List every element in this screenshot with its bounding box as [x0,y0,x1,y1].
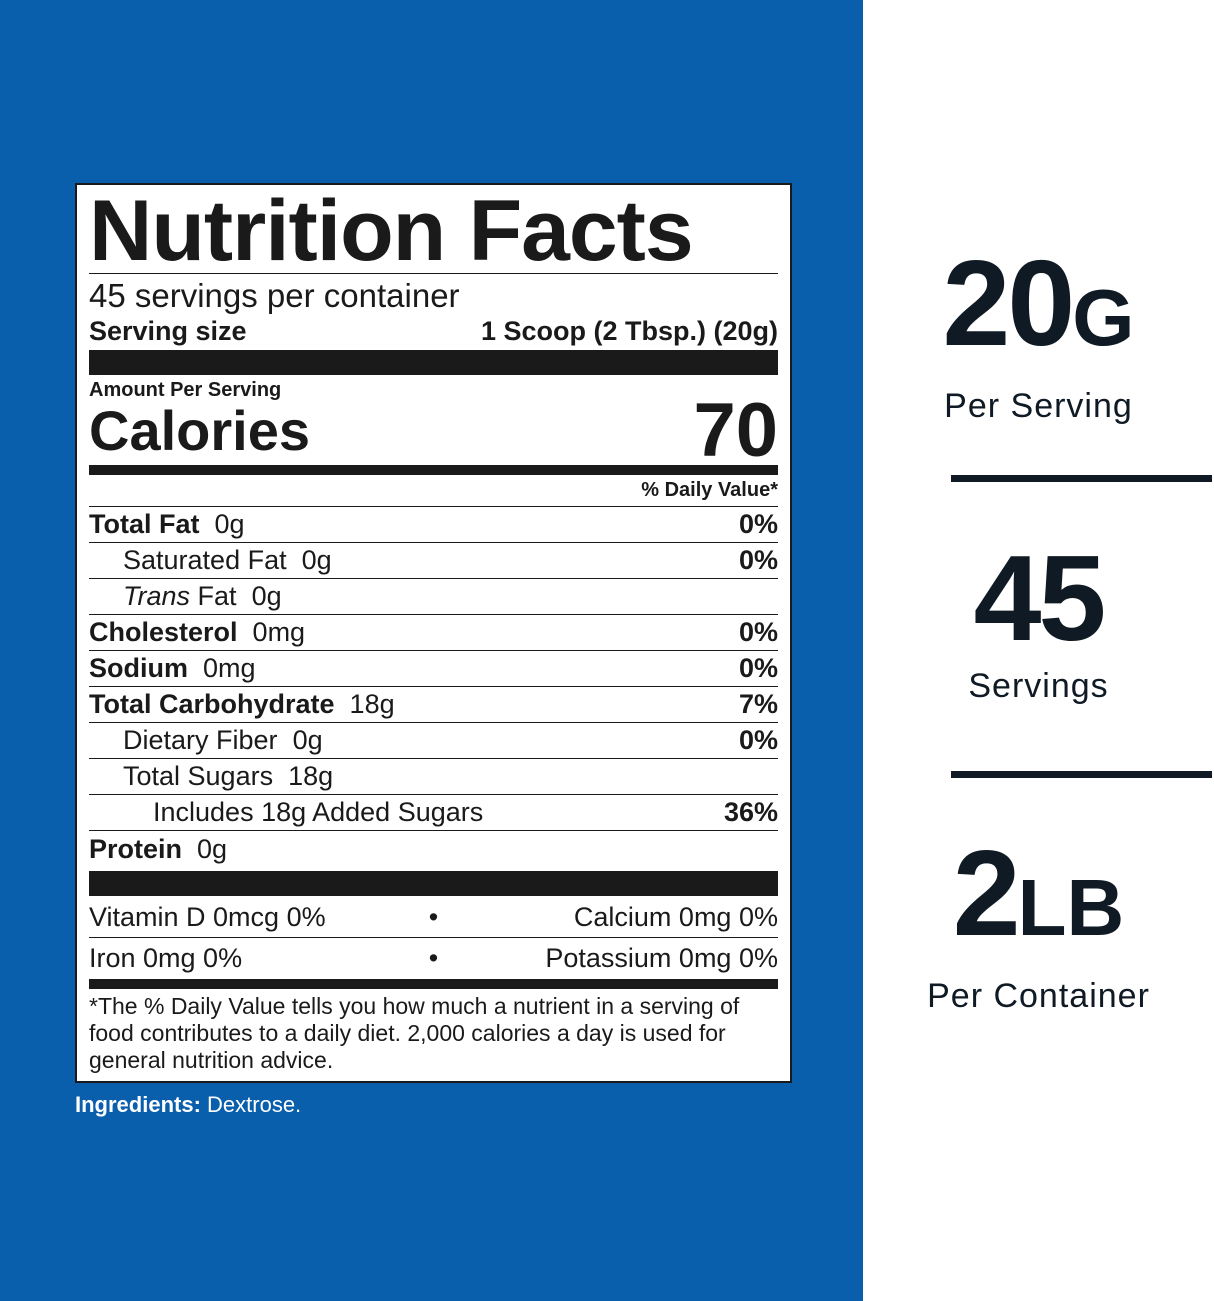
label-title: Nutrition Facts [89,183,694,279]
daily-value-header: % Daily Value* [641,479,778,501]
stat-divider [951,475,1212,482]
serving-size-value: 1 Scoop (2 Tbsp.) (20g) [480,316,778,346]
stat-per-serving: 20G Per Serving [942,235,1135,425]
nutrient-row: Saturated Fat 0g 0% [89,542,778,578]
nutrient-row: Protein 0g [89,830,778,868]
calories-label: Calories [89,398,310,462]
nutrient-list: Total Fat 0g 0% Saturated Fat 0g 0% Trans … [89,506,778,868]
amount-per-serving: Amount Per Serving [89,379,282,401]
thick-divider [89,350,778,375]
nutrient-row: Cholesterol 0mg 0% [89,614,778,650]
ingredients: Ingredients: Dextrose. [75,1092,301,1118]
ingredients-label: Ingredients: [75,1092,201,1117]
serving-size-row: Serving size 1 Scoop (2 Tbsp.) (20g) [89,315,778,347]
nutrient-row: Sodium 0mg 0% [89,650,778,686]
stat-per-container: 2LB Per Container [927,825,1150,1015]
calories-value: 70 [693,387,778,473]
divider [89,937,778,938]
nutrient-row: Total Fat 0g 0% [89,506,778,542]
vitamin-row: Vitamin D 0mcg 0% • Calcium 0mg 0% [89,901,778,932]
nutrient-row: Includes 18g Added Sugars 36% [89,794,778,830]
thick-divider [89,871,778,896]
nutrition-facts-label: Nutrition Facts 45 servings per containe… [75,183,792,1083]
footnote: *The % Daily Value tells you how much a … [89,993,740,1073]
servings-per-container: 45 servings per container [89,277,460,314]
nutrient-row: Total Carbohydrate 18g 7% [89,686,778,722]
medium-divider [89,465,778,475]
stat-divider [951,771,1212,778]
calories-row: Calories 70 [89,388,778,473]
nutrient-row: Dietary Fiber 0g 0% [89,722,778,758]
stat-servings: 45 Servings [968,530,1109,705]
serving-size-label: Serving size [89,316,247,346]
ingredients-value: Dextrose. [200,1092,302,1117]
nutrient-row: Trans Fat 0g [89,578,778,614]
nutrient-row: Total Sugars 18g [89,758,778,794]
divider [89,273,778,274]
medium-divider [89,979,778,989]
vitamin-row: Iron 0mg 0% • Potassium 0mg 0% [89,942,778,973]
